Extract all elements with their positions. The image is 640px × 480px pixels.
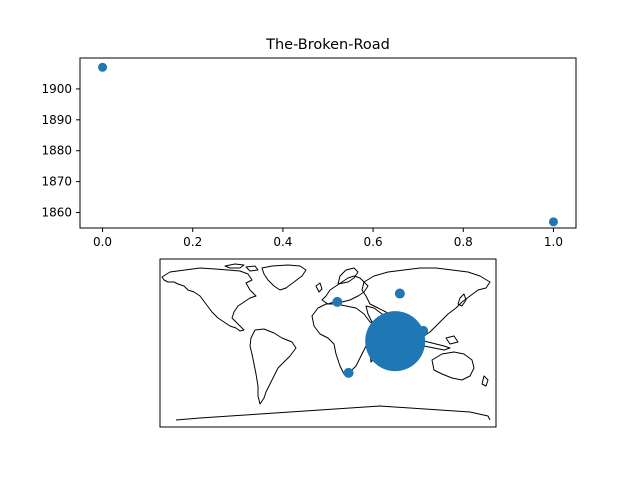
y-tick-label: 1890 bbox=[41, 113, 72, 127]
scatter-point bbox=[548, 217, 558, 227]
arctic-islands-outline bbox=[224, 263, 259, 272]
data-points bbox=[98, 62, 558, 227]
asia-outline bbox=[361, 267, 491, 337]
map-point bbox=[394, 288, 405, 299]
map-point bbox=[365, 311, 426, 372]
y-tick-label: 1870 bbox=[41, 175, 72, 189]
map-point bbox=[343, 367, 354, 378]
x-tick-label: 1.0 bbox=[544, 235, 563, 249]
x-tick-label: 0.6 bbox=[364, 235, 383, 249]
indonesia-outline bbox=[419, 335, 459, 351]
plot-area bbox=[79, 57, 577, 229]
y-tick-label: 1880 bbox=[41, 144, 72, 158]
y-tick-label: 1860 bbox=[41, 206, 72, 220]
japan-outline bbox=[457, 293, 467, 307]
greenland-outline bbox=[261, 264, 307, 291]
south-america-outline bbox=[249, 328, 297, 405]
y-axis: 1860 1870 1880 1890 1900 bbox=[41, 82, 80, 220]
coastlines bbox=[161, 263, 491, 421]
australia-outline bbox=[431, 351, 475, 381]
scatter-point bbox=[98, 62, 108, 72]
map-point bbox=[418, 325, 429, 336]
britain-outline bbox=[315, 282, 323, 293]
x-tick-label: 0.0 bbox=[93, 235, 112, 249]
africa-outline bbox=[311, 303, 379, 375]
map-point bbox=[332, 296, 343, 307]
world-map bbox=[159, 258, 497, 428]
x-tick-label: 0.8 bbox=[454, 235, 473, 249]
map-frame bbox=[159, 258, 497, 428]
north-america-outline bbox=[161, 267, 257, 332]
y-tick-label: 1900 bbox=[41, 82, 72, 96]
scandinavia-outline bbox=[337, 267, 359, 285]
x-tick-label: 0.2 bbox=[183, 235, 202, 249]
x-tick-label: 0.4 bbox=[273, 235, 292, 249]
new-zealand-outline bbox=[481, 375, 489, 387]
x-axis: 0.0 0.2 0.4 0.6 0.8 1.0 bbox=[93, 228, 563, 249]
map-data-points bbox=[332, 288, 429, 378]
scatter-chart: The-Broken-Road 0.0 0.2 0.4 0.6 0.8 1.0 18601… bbox=[41, 37, 577, 249]
chart-title: The-Broken-Road bbox=[265, 37, 390, 53]
antarctica-outline bbox=[175, 405, 491, 421]
